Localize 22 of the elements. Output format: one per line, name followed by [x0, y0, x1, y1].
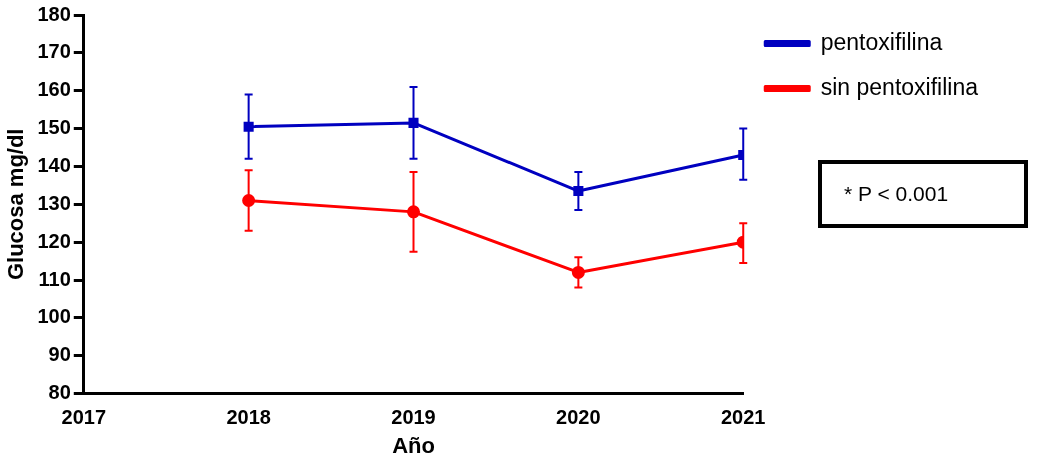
y-tick-label: 160 [37, 78, 71, 101]
x-tick-label: 2018 [226, 406, 271, 429]
y-tick-label: 180 [37, 2, 71, 25]
y-tick-label: 130 [37, 191, 71, 214]
y-tick-label: 90 [48, 343, 71, 366]
y-axis-title: Glucosa mg/dl [3, 128, 29, 281]
y-tick-label: 170 [37, 40, 71, 63]
x-axis-title: Año [392, 432, 435, 458]
legend-label: pentoxifilina [820, 28, 943, 55]
y-tick-label: 100 [37, 305, 71, 328]
x-tick-label: 2021 [720, 406, 766, 429]
point [408, 117, 419, 128]
y-tick-label: 150 [37, 116, 71, 139]
y-tick-label: 80 [48, 381, 71, 404]
x-tick-label: 2019 [391, 406, 436, 429]
text: * P < 0.001 [818, 160, 1028, 228]
x-tick-label: 2017 [61, 406, 107, 429]
y-tick-label: 110 [38, 267, 71, 290]
legend-label: sin pentoxifilina [820, 73, 979, 100]
y-tick-label: 120 [37, 229, 71, 252]
x-tick-label: 2020 [556, 406, 601, 429]
y-tick-label: 140 [37, 153, 71, 176]
